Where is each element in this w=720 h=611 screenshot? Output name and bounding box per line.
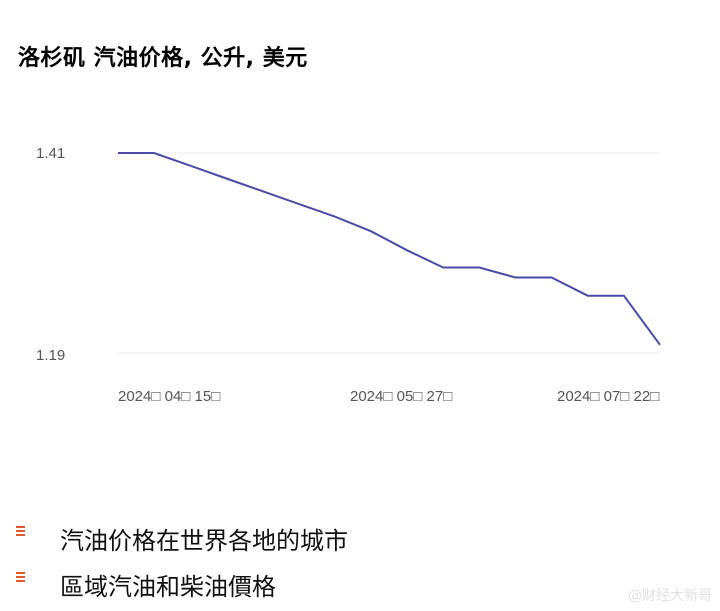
- line-chart: 1.41 1.19 2024□ 04□ 15□ 2024□ 05□ 27□ 20…: [36, 145, 661, 405]
- watermark: @财经大新哥: [628, 588, 712, 604]
- related-link-label[interactable]: 汽油价格在世界各地的城市: [60, 526, 348, 555]
- chart-title: 洛杉矶 汽油价格, 公升, 美元: [18, 46, 308, 71]
- list-bullet-icon: [16, 526, 26, 538]
- x-tick-label-1: 2024□ 04□ 15□: [118, 388, 220, 405]
- list-bullet-icon: [16, 572, 26, 584]
- related-link-regional-prices[interactable]: 區域汽油和柴油價格: [16, 561, 348, 607]
- y-tick-label-bottom: 1.19: [36, 347, 65, 364]
- related-link-label[interactable]: 區域汽油和柴油價格: [60, 572, 276, 601]
- related-link-city-prices[interactable]: 汽油价格在世界各地的城市: [16, 515, 348, 561]
- x-tick-label-3: 2024□ 07□ 22□: [557, 388, 659, 405]
- series-line: [118, 152, 661, 346]
- related-links: 汽油价格在世界各地的城市 區域汽油和柴油價格: [16, 515, 348, 607]
- y-tick-label-top: 1.41: [36, 145, 65, 162]
- x-tick-label-2: 2024□ 05□ 27□: [350, 388, 452, 405]
